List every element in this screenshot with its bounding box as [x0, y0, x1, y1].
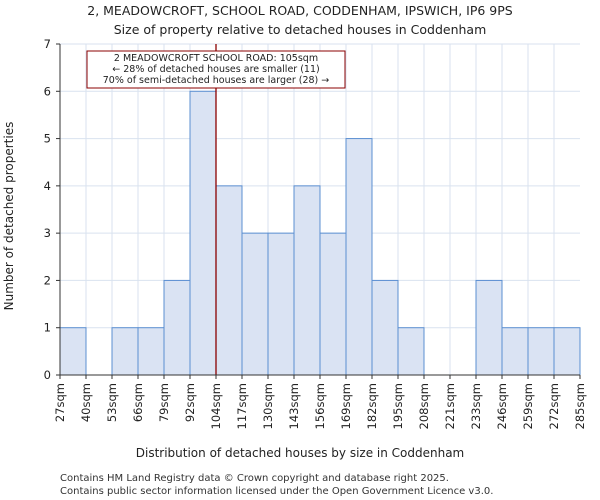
- bar-182sqm: [371, 279, 399, 376]
- bar-195sqm: [397, 327, 425, 376]
- x-tick-label: 182sqm: [365, 383, 379, 429]
- annotation-line-2: ← 28% of detached houses are smaller (11…: [112, 64, 319, 75]
- x-tick-label: 233sqm: [469, 383, 483, 429]
- x-tick-label: 66sqm: [131, 383, 145, 422]
- bars: [59, 90, 581, 376]
- bar-79sqm: [163, 279, 191, 376]
- x-tick-label: 156sqm: [313, 383, 327, 429]
- bar-117sqm: [241, 232, 269, 376]
- bar-104sqm: [215, 185, 243, 376]
- annotation-box: 2 MEADOWCROFT SCHOOL ROAD: 105sqm ← 28% …: [86, 50, 346, 89]
- x-tick-label: 208sqm: [417, 383, 431, 429]
- y-tick-label: 3: [44, 226, 51, 240]
- annotation-line-3: 70% of semi-detached houses are larger (…: [103, 75, 330, 86]
- bar-92sqm: [189, 90, 217, 376]
- x-tick-label: 259sqm: [521, 383, 535, 429]
- bar-27sqm: [59, 327, 87, 376]
- y-tick-label: 7: [44, 37, 51, 51]
- bar-272sqm: [553, 327, 581, 376]
- footer-line-2: Contains public sector information licen…: [60, 486, 493, 497]
- x-tick-labels: 27sqm 40sqm 53sqm 66sqm 79sqm 92sqm 104sqm 117s…: [53, 375, 587, 429]
- y-tick-label: 0: [44, 368, 51, 382]
- bar-53sqm: [111, 327, 139, 376]
- bar-156sqm: [319, 232, 347, 376]
- y-tick-label: 2: [44, 273, 51, 287]
- x-tick-label: 169sqm: [339, 383, 353, 429]
- annotation-line-1: 2 MEADOWCROFT SCHOOL ROAD: 105sqm: [114, 53, 318, 64]
- x-axis-label: Distribution of detached houses by size …: [136, 446, 465, 460]
- x-tick-label: 53sqm: [105, 383, 119, 422]
- y-tick-label: 5: [44, 132, 51, 146]
- annotation-frame: [86, 50, 346, 89]
- bar-233sqm: [475, 279, 503, 376]
- bar-130sqm: [267, 232, 295, 376]
- x-tick-label: 285sqm: [573, 383, 587, 429]
- chart-title: 2, MEADOWCROFT, SCHOOL ROAD, CODDENHAM, …: [87, 3, 513, 18]
- x-tick-label: 130sqm: [261, 383, 275, 429]
- x-tick-label: 246sqm: [495, 383, 509, 429]
- x-tick-label: 40sqm: [79, 383, 93, 422]
- x-tick-label: 143sqm: [287, 383, 301, 429]
- bar-66sqm: [137, 327, 165, 376]
- x-tick-label: 104sqm: [209, 383, 223, 429]
- y-tick-label: 4: [44, 179, 51, 193]
- bar-169sqm: [345, 138, 373, 376]
- bar-246sqm: [501, 327, 529, 376]
- x-tick-label: 92sqm: [183, 383, 197, 422]
- x-tick-label: 27sqm: [53, 383, 67, 422]
- chart-subtitle: Size of property relative to detached ho…: [114, 22, 487, 37]
- y-tick-label: 1: [44, 321, 51, 335]
- x-tick-label: 79sqm: [157, 383, 171, 422]
- x-tick-label: 221sqm: [443, 383, 457, 429]
- bar-259sqm: [527, 327, 555, 376]
- y-axis-label: Number of detached properties: [2, 122, 16, 311]
- y-tick-label: 6: [44, 84, 51, 98]
- footer-line-1: Contains HM Land Registry data © Crown c…: [60, 473, 449, 484]
- bar-143sqm: [293, 185, 321, 376]
- x-tick-label: 117sqm: [235, 383, 249, 429]
- x-tick-label: 272sqm: [547, 383, 561, 429]
- y-tick-labels: 0 1 2 3 4 5 6 7: [44, 37, 60, 382]
- x-tick-label: 195sqm: [391, 383, 405, 429]
